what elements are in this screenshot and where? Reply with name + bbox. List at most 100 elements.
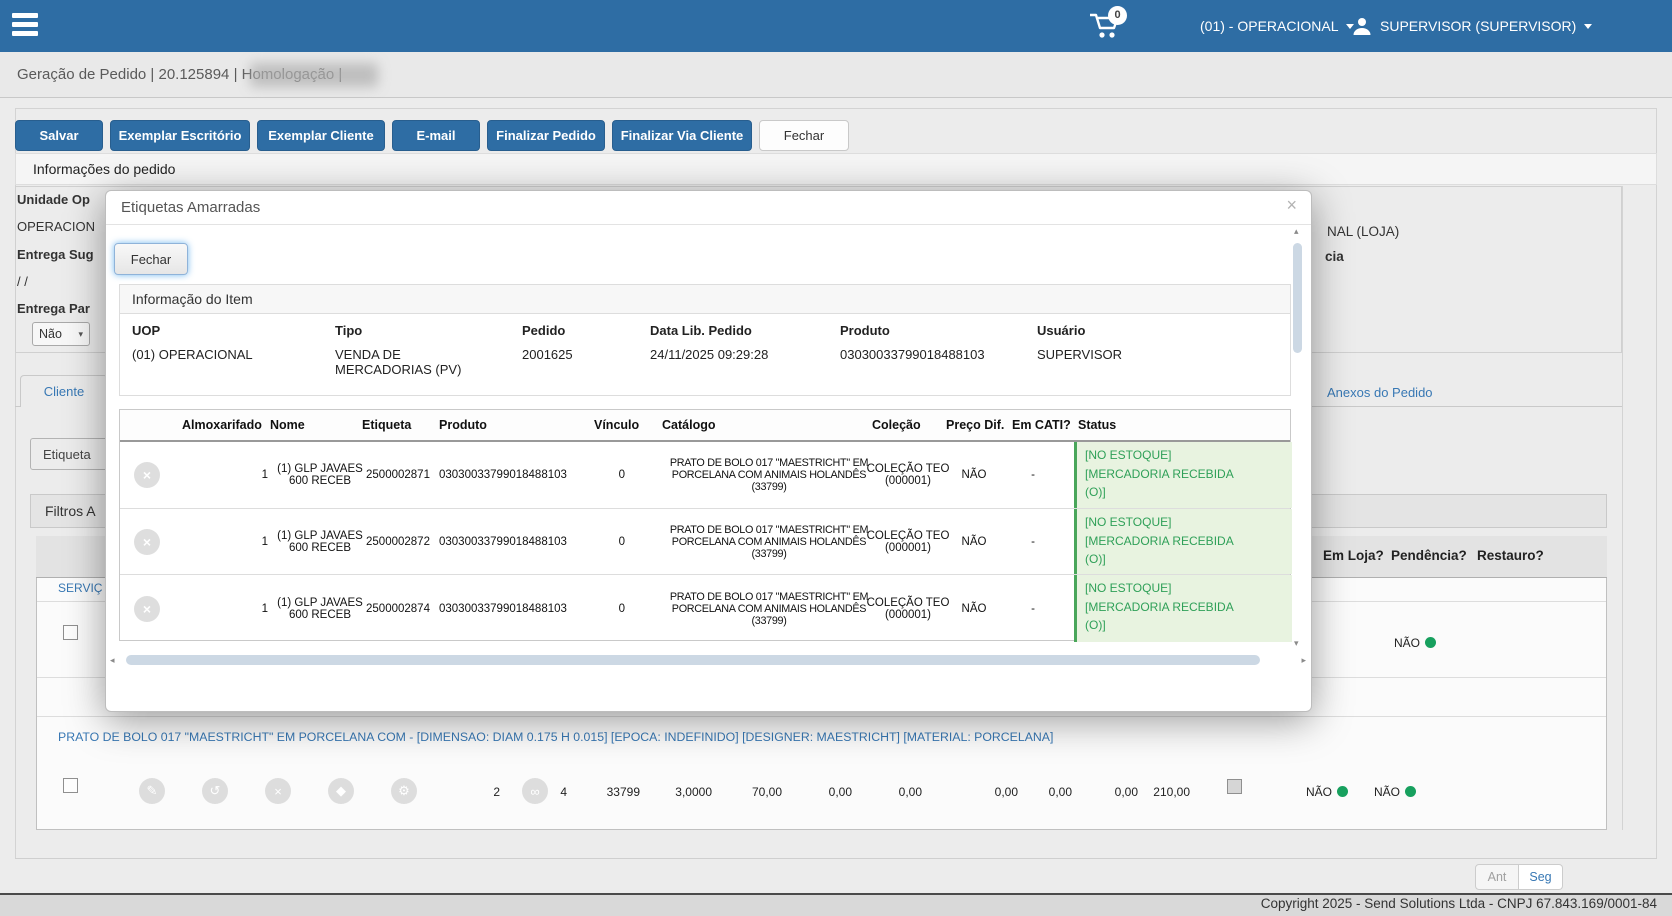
cell-almoxarifado: 1 bbox=[261, 535, 268, 548]
col-header-colecao: Coleção bbox=[872, 418, 921, 432]
modal-title: Etiquetas Amarradas bbox=[121, 199, 261, 216]
cell-em-cati: - bbox=[1031, 602, 1035, 615]
tag-row: × 1 (1) GLP JAVAES 600 RECEB 2500002872 … bbox=[120, 509, 1292, 575]
vscrollbar-thumb[interactable] bbox=[1293, 243, 1302, 353]
pendencia-status: NÃO bbox=[1394, 636, 1437, 650]
gear-icon[interactable]: ⚙ bbox=[391, 778, 417, 804]
cell-catalogo: PRATO DE BOLO 017 "MAESTRICHT" EM PORCEL… bbox=[669, 523, 869, 560]
menu-icon[interactable] bbox=[12, 13, 40, 39]
col-header-produto: Produto bbox=[439, 418, 487, 432]
scroll-right-icon[interactable]: ▸ bbox=[1301, 655, 1306, 665]
qty-value: 2 bbox=[493, 785, 500, 799]
col-header-almoxarifado: Almoxarifado bbox=[182, 418, 262, 432]
scroll-left-icon[interactable]: ◂ bbox=[110, 655, 115, 665]
fechar-page-button[interactable]: Fechar bbox=[759, 120, 849, 151]
col-header-restauro: Restauro? bbox=[1477, 548, 1544, 563]
service-row-checkbox[interactable] bbox=[63, 625, 78, 640]
item-info-title: Informação do Item bbox=[120, 285, 1290, 314]
exemplar-escritorio-button[interactable]: Exemplar Escritório bbox=[110, 120, 250, 151]
cell-preco-dif: NÃO bbox=[961, 602, 987, 615]
tag-icon[interactable]: ◆ bbox=[328, 778, 354, 804]
vertical-scrollbar[interactable]: ▴ ▾ bbox=[1292, 227, 1304, 659]
salvar-button[interactable]: Salvar bbox=[15, 120, 103, 151]
cell-etiqueta: 2500002871 bbox=[366, 469, 430, 481]
cell-produto: 03030033799018488103 bbox=[439, 469, 567, 481]
scroll-down-icon[interactable]: ▾ bbox=[1294, 638, 1299, 648]
cell-almoxarifado: 1 bbox=[261, 602, 268, 615]
finalizar-pedido-button[interactable]: Finalizar Pedido bbox=[487, 120, 605, 151]
field-value-unidade: OPERACION bbox=[17, 219, 96, 234]
em-loja-status: NÃO bbox=[1306, 785, 1349, 799]
pagination-strip bbox=[15, 858, 1657, 893]
col-header-catalogo: Catálogo bbox=[662, 418, 716, 432]
tags-table: Almoxarifado Nome Etiqueta Produto Víncu… bbox=[119, 409, 1292, 642]
col-header-pendencia: Pendência? bbox=[1391, 548, 1467, 563]
field-value-unidade-right: NAL (LOJA) bbox=[1327, 224, 1400, 239]
tag-row: × 1 (1) GLP JAVAES 600 RECEB 2500002871 … bbox=[120, 442, 1292, 509]
remove-tag-icon[interactable]: × bbox=[134, 528, 160, 555]
breadcrumb: Geração de Pedido | 20.125894 | Homologa… bbox=[0, 52, 1672, 98]
user-dropdown[interactable]: SUPERVISOR (SUPERVISOR) bbox=[1352, 0, 1593, 52]
finalizar-via-cliente-button[interactable]: Finalizar Via Cliente bbox=[612, 120, 752, 151]
close-icon[interactable]: × bbox=[1286, 195, 1297, 215]
cell-preco-dif: NÃO bbox=[961, 469, 987, 481]
cell-produto: 03030033799018488103 bbox=[439, 535, 567, 548]
copyright-text: Copyright 2025 - Send Solutions Ltda - C… bbox=[1260, 896, 1657, 911]
remove-tag-icon[interactable]: × bbox=[134, 595, 160, 622]
cell-etiqueta: 2500002874 bbox=[366, 602, 430, 615]
cell-almoxarifado: 1 bbox=[261, 469, 268, 481]
cell-nome: (1) GLP JAVAES 600 RECEB bbox=[277, 463, 363, 487]
tab-anexos-do-pedido[interactable]: Anexos do Pedido bbox=[1327, 385, 1433, 400]
horizontal-scrollbar[interactable]: ◂ ▸ bbox=[110, 653, 1306, 667]
caret-down-icon: ▾ bbox=[78, 328, 83, 339]
service-group-link[interactable]: SERVIÇ bbox=[58, 581, 103, 595]
user-dropdown-label: SUPERVISOR (SUPERVISOR) bbox=[1380, 18, 1577, 34]
cart-badge: 0 bbox=[1108, 6, 1127, 25]
caret-down-icon bbox=[1584, 23, 1593, 29]
cell-colecao: COLEÇÃO TEO (000001) bbox=[866, 596, 950, 621]
scroll-up-icon[interactable]: ▴ bbox=[1294, 226, 1299, 236]
history-icon[interactable]: ↺ bbox=[202, 778, 228, 804]
panel-right-border bbox=[1622, 186, 1623, 830]
qty2-value: 4 bbox=[560, 785, 567, 799]
footer: Copyright 2025 - Send Solutions Ltda - C… bbox=[0, 895, 1672, 916]
cell-vinculo: 0 bbox=[618, 602, 625, 615]
cart-button[interactable]: 0 bbox=[1088, 6, 1134, 44]
prev-page-button[interactable]: Ant bbox=[1475, 864, 1519, 890]
cell-nome: (1) GLP JAVAES 600 RECEB bbox=[277, 596, 363, 621]
hscrollbar-thumb[interactable] bbox=[126, 655, 1260, 665]
unit-dropdown[interactable]: (01) - OPERACIONAL bbox=[1200, 0, 1355, 52]
item-info-panel: Informação do Item UOP (01) OPERACIONAL … bbox=[119, 284, 1291, 396]
total-value: 210,00 bbox=[1153, 785, 1190, 799]
email-button[interactable]: E-mail bbox=[392, 120, 480, 151]
cell-vinculo: 0 bbox=[618, 535, 625, 548]
field-label-entrega-sugerida: Entrega Sug bbox=[17, 247, 94, 262]
field-label-unidade: Unidade Op bbox=[17, 192, 90, 207]
exemplar-cliente-button[interactable]: Exemplar Cliente bbox=[257, 120, 385, 151]
green-dot-icon bbox=[1405, 786, 1417, 797]
remove-tag-icon[interactable]: × bbox=[134, 462, 160, 488]
cell-preco-dif: NÃO bbox=[961, 535, 987, 548]
order-info-section-title: Informações do pedido bbox=[15, 153, 1657, 185]
col-header-preco-dif: Preço Dif. bbox=[946, 418, 1005, 432]
num-value: 0,00 bbox=[994, 785, 1018, 799]
link-icon[interactable]: ∞ bbox=[522, 778, 548, 804]
col-header-nome: Nome bbox=[270, 418, 305, 432]
entrega-parcial-select[interactable]: Não ▾ bbox=[32, 322, 90, 346]
col-header-em-cati: Em CATI? bbox=[1012, 418, 1071, 432]
topbar: 0 (01) - OPERACIONAL SUPERVISOR (SUPERVI… bbox=[0, 0, 1672, 52]
green-dot-icon bbox=[1425, 637, 1437, 648]
cell-nome: (1) GLP JAVAES 600 RECEB bbox=[277, 529, 363, 554]
cancel-icon[interactable]: × bbox=[265, 778, 291, 804]
edit-icon[interactable]: ✎ bbox=[139, 778, 165, 804]
next-page-button[interactable]: Seg bbox=[1519, 864, 1563, 890]
product-row-checkbox[interactable] bbox=[63, 778, 78, 793]
tab-cliente[interactable]: Cliente bbox=[20, 375, 108, 407]
product-group-link[interactable]: PRATO DE BOLO 017 "MAESTRICHT" EM PORCEL… bbox=[58, 730, 1054, 744]
product-row-checkbox-disabled[interactable] bbox=[1227, 779, 1242, 794]
modal-fechar-button[interactable]: Fechar bbox=[114, 243, 188, 275]
ref-value: 33799 bbox=[606, 785, 640, 799]
cell-etiqueta: 2500002872 bbox=[366, 535, 430, 548]
status-badge: [NO ESTOQUE] [MERCADORIA RECEBIDA (O)] bbox=[1074, 442, 1292, 508]
